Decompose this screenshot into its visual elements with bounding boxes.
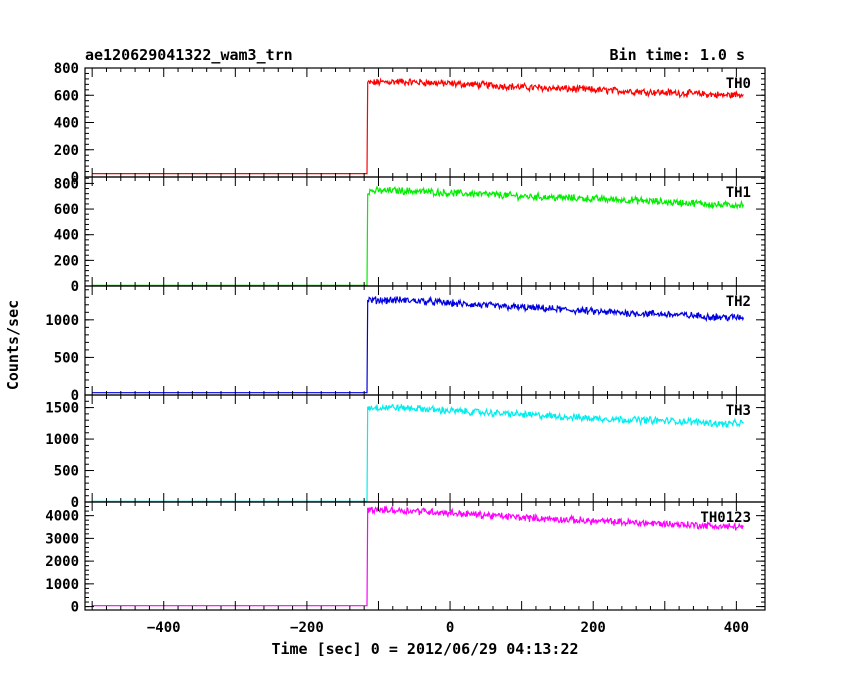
chart-header-left: ae120629041322_wam3_trn	[85, 46, 293, 64]
chart-header-right: Bin time: 1.0 s	[610, 46, 745, 64]
x-tick-label: −200	[290, 620, 324, 636]
panel-label-th1: TH1	[726, 185, 751, 201]
series-line-th3	[92, 403, 745, 502]
panel-label-th3: TH3	[726, 403, 751, 419]
y-axis-title: Counts/sec	[4, 300, 22, 390]
x-axis: −400 −200 0 200 400	[147, 620, 749, 636]
panel-label-th2: TH2	[726, 294, 751, 310]
y-tick-label: 1000	[45, 313, 79, 329]
y-tick-label: 400	[54, 116, 79, 132]
panel-th1: 0 200 400 600 800 TH1	[54, 176, 766, 295]
x-tick-label: 200	[581, 620, 606, 636]
panel-th2: 0 500 1000 TH2	[45, 285, 766, 404]
y-tick-label: 1000	[45, 432, 79, 448]
panel-label-th0123: TH0123	[700, 510, 751, 526]
series-line-th1	[92, 185, 745, 286]
y-tick-label: 2000	[45, 554, 79, 570]
panels-layer: 0 200 400 600 800 TH0 0 200 400 600 800 TH1 0 500 1000…	[45, 61, 766, 616]
y-tick-label: 0	[71, 600, 79, 616]
series-line-th0123	[92, 504, 744, 607]
series-line-th0	[92, 77, 744, 175]
y-tick-label: 200	[54, 253, 79, 269]
x-tick-label: −400	[147, 620, 181, 636]
y-tick-label: 0	[71, 279, 79, 295]
x-tick-label: 0	[446, 620, 454, 636]
y-tick-label: 0	[71, 495, 79, 511]
y-tick-label: 400	[54, 228, 79, 244]
y-tick-label: 800	[54, 61, 79, 77]
y-tick-label: 800	[54, 176, 79, 192]
x-axis-title: Time [sec] 0 = 2012/06/29 04:13:22	[271, 640, 578, 658]
y-tick-label: 1500	[45, 401, 79, 417]
x-tick-label: 400	[724, 620, 749, 636]
y-tick-label: 0	[71, 170, 79, 186]
y-tick-label: 600	[54, 202, 79, 218]
y-tick-label: 500	[54, 464, 79, 480]
panel-th0123: 0 1000 2000 3000 4000 TH0123	[45, 501, 766, 616]
y-tick-label: 500	[54, 350, 79, 366]
y-tick-label: 4000	[45, 509, 79, 525]
panel-frame-th0123	[84, 501, 766, 611]
panel-th0: 0 200 400 600 800 TH0	[54, 61, 766, 186]
panel-th3: 0 500 1000 1500 TH3	[45, 394, 766, 511]
panel-label-th0: TH0	[726, 76, 751, 92]
series-line-th2	[92, 295, 745, 394]
y-tick-label: 3000	[45, 531, 79, 547]
y-tick-label: 600	[54, 88, 79, 104]
y-tick-label: 200	[54, 143, 79, 159]
y-tick-label: 1000	[45, 577, 79, 593]
y-tick-label: 0	[71, 388, 79, 404]
